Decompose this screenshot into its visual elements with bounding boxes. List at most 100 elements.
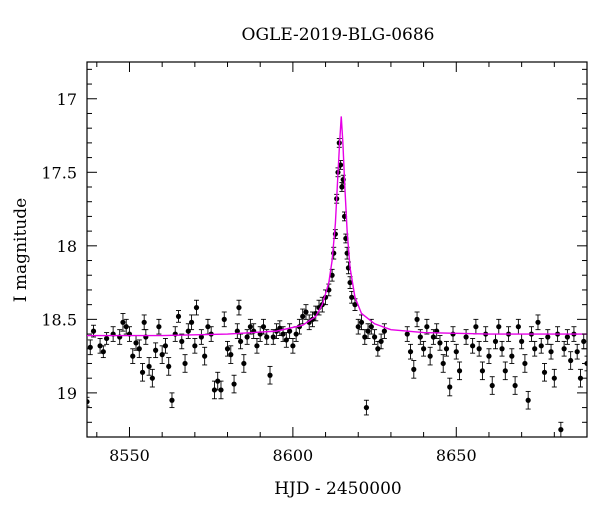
data-marker xyxy=(381,328,387,334)
data-marker xyxy=(136,346,142,352)
data-point xyxy=(519,333,525,350)
data-marker xyxy=(486,353,492,359)
data-marker xyxy=(303,309,309,315)
data-point xyxy=(437,335,443,351)
data-point xyxy=(479,361,486,381)
data-point xyxy=(447,377,453,397)
data-point xyxy=(185,323,191,339)
data-marker xyxy=(202,353,208,359)
data-point xyxy=(153,342,159,359)
data-point xyxy=(347,276,353,289)
data-point xyxy=(545,329,551,345)
data-marker xyxy=(450,331,456,337)
y-axis: 17 17.5 18 18.5 19 xyxy=(41,68,587,438)
data-point xyxy=(368,318,374,335)
data-point xyxy=(221,311,227,328)
data-point xyxy=(443,340,450,357)
data-marker xyxy=(211,387,218,393)
plot-area xyxy=(86,61,588,438)
data-point xyxy=(532,340,538,357)
data-point xyxy=(486,348,492,364)
data-marker xyxy=(440,360,446,367)
data-point xyxy=(231,374,237,394)
data-marker xyxy=(371,334,378,340)
data-point xyxy=(188,314,195,331)
data-marker xyxy=(337,162,344,168)
data-point xyxy=(228,345,234,364)
data-point xyxy=(463,329,469,345)
data-point xyxy=(234,323,240,339)
data-point xyxy=(241,354,247,373)
data-marker xyxy=(224,346,231,352)
data-point xyxy=(561,340,567,357)
data-marker xyxy=(228,352,234,358)
data-marker xyxy=(489,382,495,389)
data-marker xyxy=(247,324,253,330)
data-point xyxy=(515,318,521,335)
data-point xyxy=(476,340,482,357)
data-marker xyxy=(375,346,381,352)
data-point xyxy=(427,346,433,366)
data-point xyxy=(100,345,106,359)
data-point xyxy=(492,333,499,350)
data-marker xyxy=(378,338,384,345)
data-marker xyxy=(97,343,103,349)
data-point xyxy=(499,340,505,357)
data-marker xyxy=(237,338,244,345)
data-point xyxy=(237,333,244,350)
data-marker xyxy=(156,324,162,330)
data-marker xyxy=(551,375,557,381)
data-point xyxy=(381,323,387,339)
data-marker xyxy=(149,375,155,381)
data-point xyxy=(198,329,204,345)
data-marker xyxy=(130,353,136,359)
data-point xyxy=(87,339,93,356)
data-marker xyxy=(169,397,175,403)
data-point xyxy=(424,318,430,335)
data-point xyxy=(414,311,420,328)
data-point xyxy=(182,354,188,373)
data-marker xyxy=(355,324,361,330)
data-point xyxy=(166,357,172,376)
data-point xyxy=(146,357,152,376)
data-marker xyxy=(463,334,469,340)
data-point xyxy=(502,361,508,381)
data-marker xyxy=(532,346,538,352)
data-marker xyxy=(90,328,97,334)
x-axis-label: HJD - 2450000 xyxy=(274,479,402,499)
data-point xyxy=(525,390,531,410)
data-marker xyxy=(205,324,211,330)
data-marker xyxy=(87,399,90,405)
data-marker xyxy=(499,346,505,352)
data-point xyxy=(407,343,414,360)
data-marker xyxy=(221,316,227,322)
data-marker xyxy=(404,331,410,337)
data-point xyxy=(512,376,518,395)
data-point xyxy=(303,304,309,320)
data-point xyxy=(564,329,570,345)
data-point xyxy=(349,290,355,304)
data-point xyxy=(141,314,147,331)
data-marker xyxy=(522,360,528,367)
data-marker xyxy=(561,346,567,352)
data-marker xyxy=(411,366,417,372)
data-marker xyxy=(509,353,515,359)
data-point xyxy=(169,392,175,409)
data-marker xyxy=(502,368,508,374)
x-tick-label: 8650 xyxy=(436,446,477,465)
data-point xyxy=(202,346,208,366)
data-point xyxy=(538,338,544,354)
x-tick-label: 8600 xyxy=(273,446,314,465)
data-point xyxy=(247,318,253,335)
data-marker xyxy=(564,334,570,340)
data-point xyxy=(224,340,231,357)
data-marker xyxy=(293,331,299,337)
data-point xyxy=(352,298,358,311)
data-point xyxy=(120,313,126,332)
data-marker xyxy=(515,324,521,330)
data-point xyxy=(371,329,378,345)
data-point xyxy=(535,314,541,331)
data-marker xyxy=(492,338,499,345)
data-point xyxy=(421,340,427,357)
data-marker xyxy=(414,316,420,322)
